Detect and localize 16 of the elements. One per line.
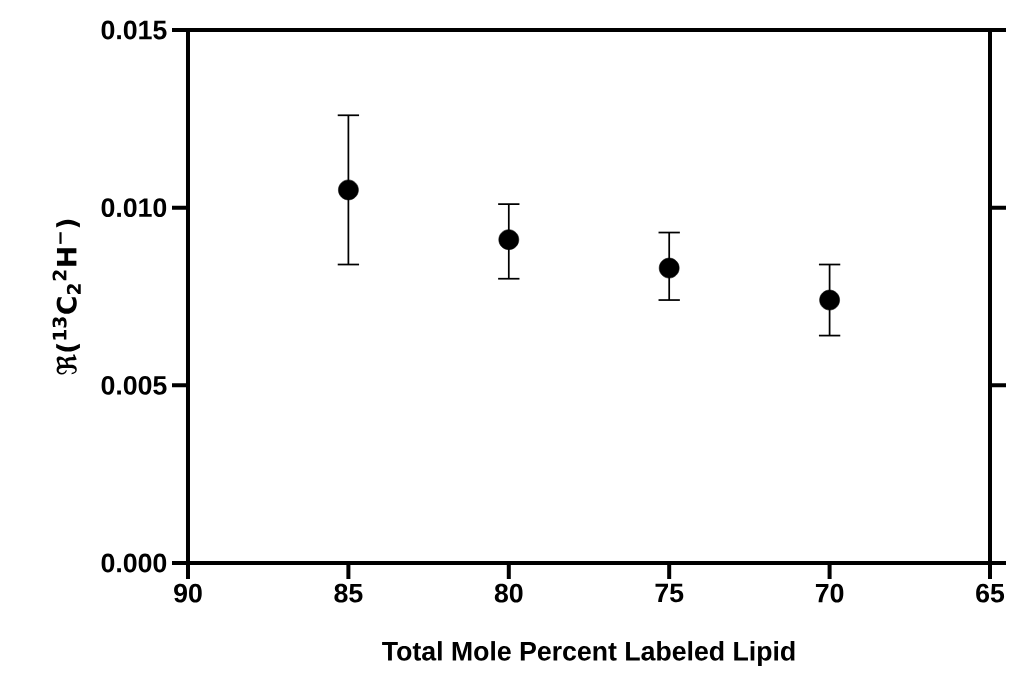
x-tick-label: 80	[494, 583, 523, 603]
x-tick-label: 65	[976, 583, 1005, 603]
y-tick-label: 0.000	[101, 553, 167, 573]
y-axis-title: ℜ($^{13}$C$_{2}$$^{2}$H$^{−}$)	[52, 219, 81, 375]
x-tick-label: 70	[815, 583, 844, 603]
x-tick-label: 75	[655, 583, 684, 603]
y-tick-label: 0.015	[101, 20, 167, 40]
point	[498, 229, 520, 250]
y-tick-label: 0.005	[101, 375, 167, 395]
x-axis-title: Total Mole Percent Labeled Lipid	[382, 641, 795, 666]
x-tick-label: 85	[334, 583, 363, 603]
point	[658, 257, 680, 279]
point	[819, 289, 840, 311]
y-tick-label: 0.010	[101, 198, 167, 218]
point	[338, 179, 359, 201]
x-tick-label: 90	[174, 583, 202, 603]
